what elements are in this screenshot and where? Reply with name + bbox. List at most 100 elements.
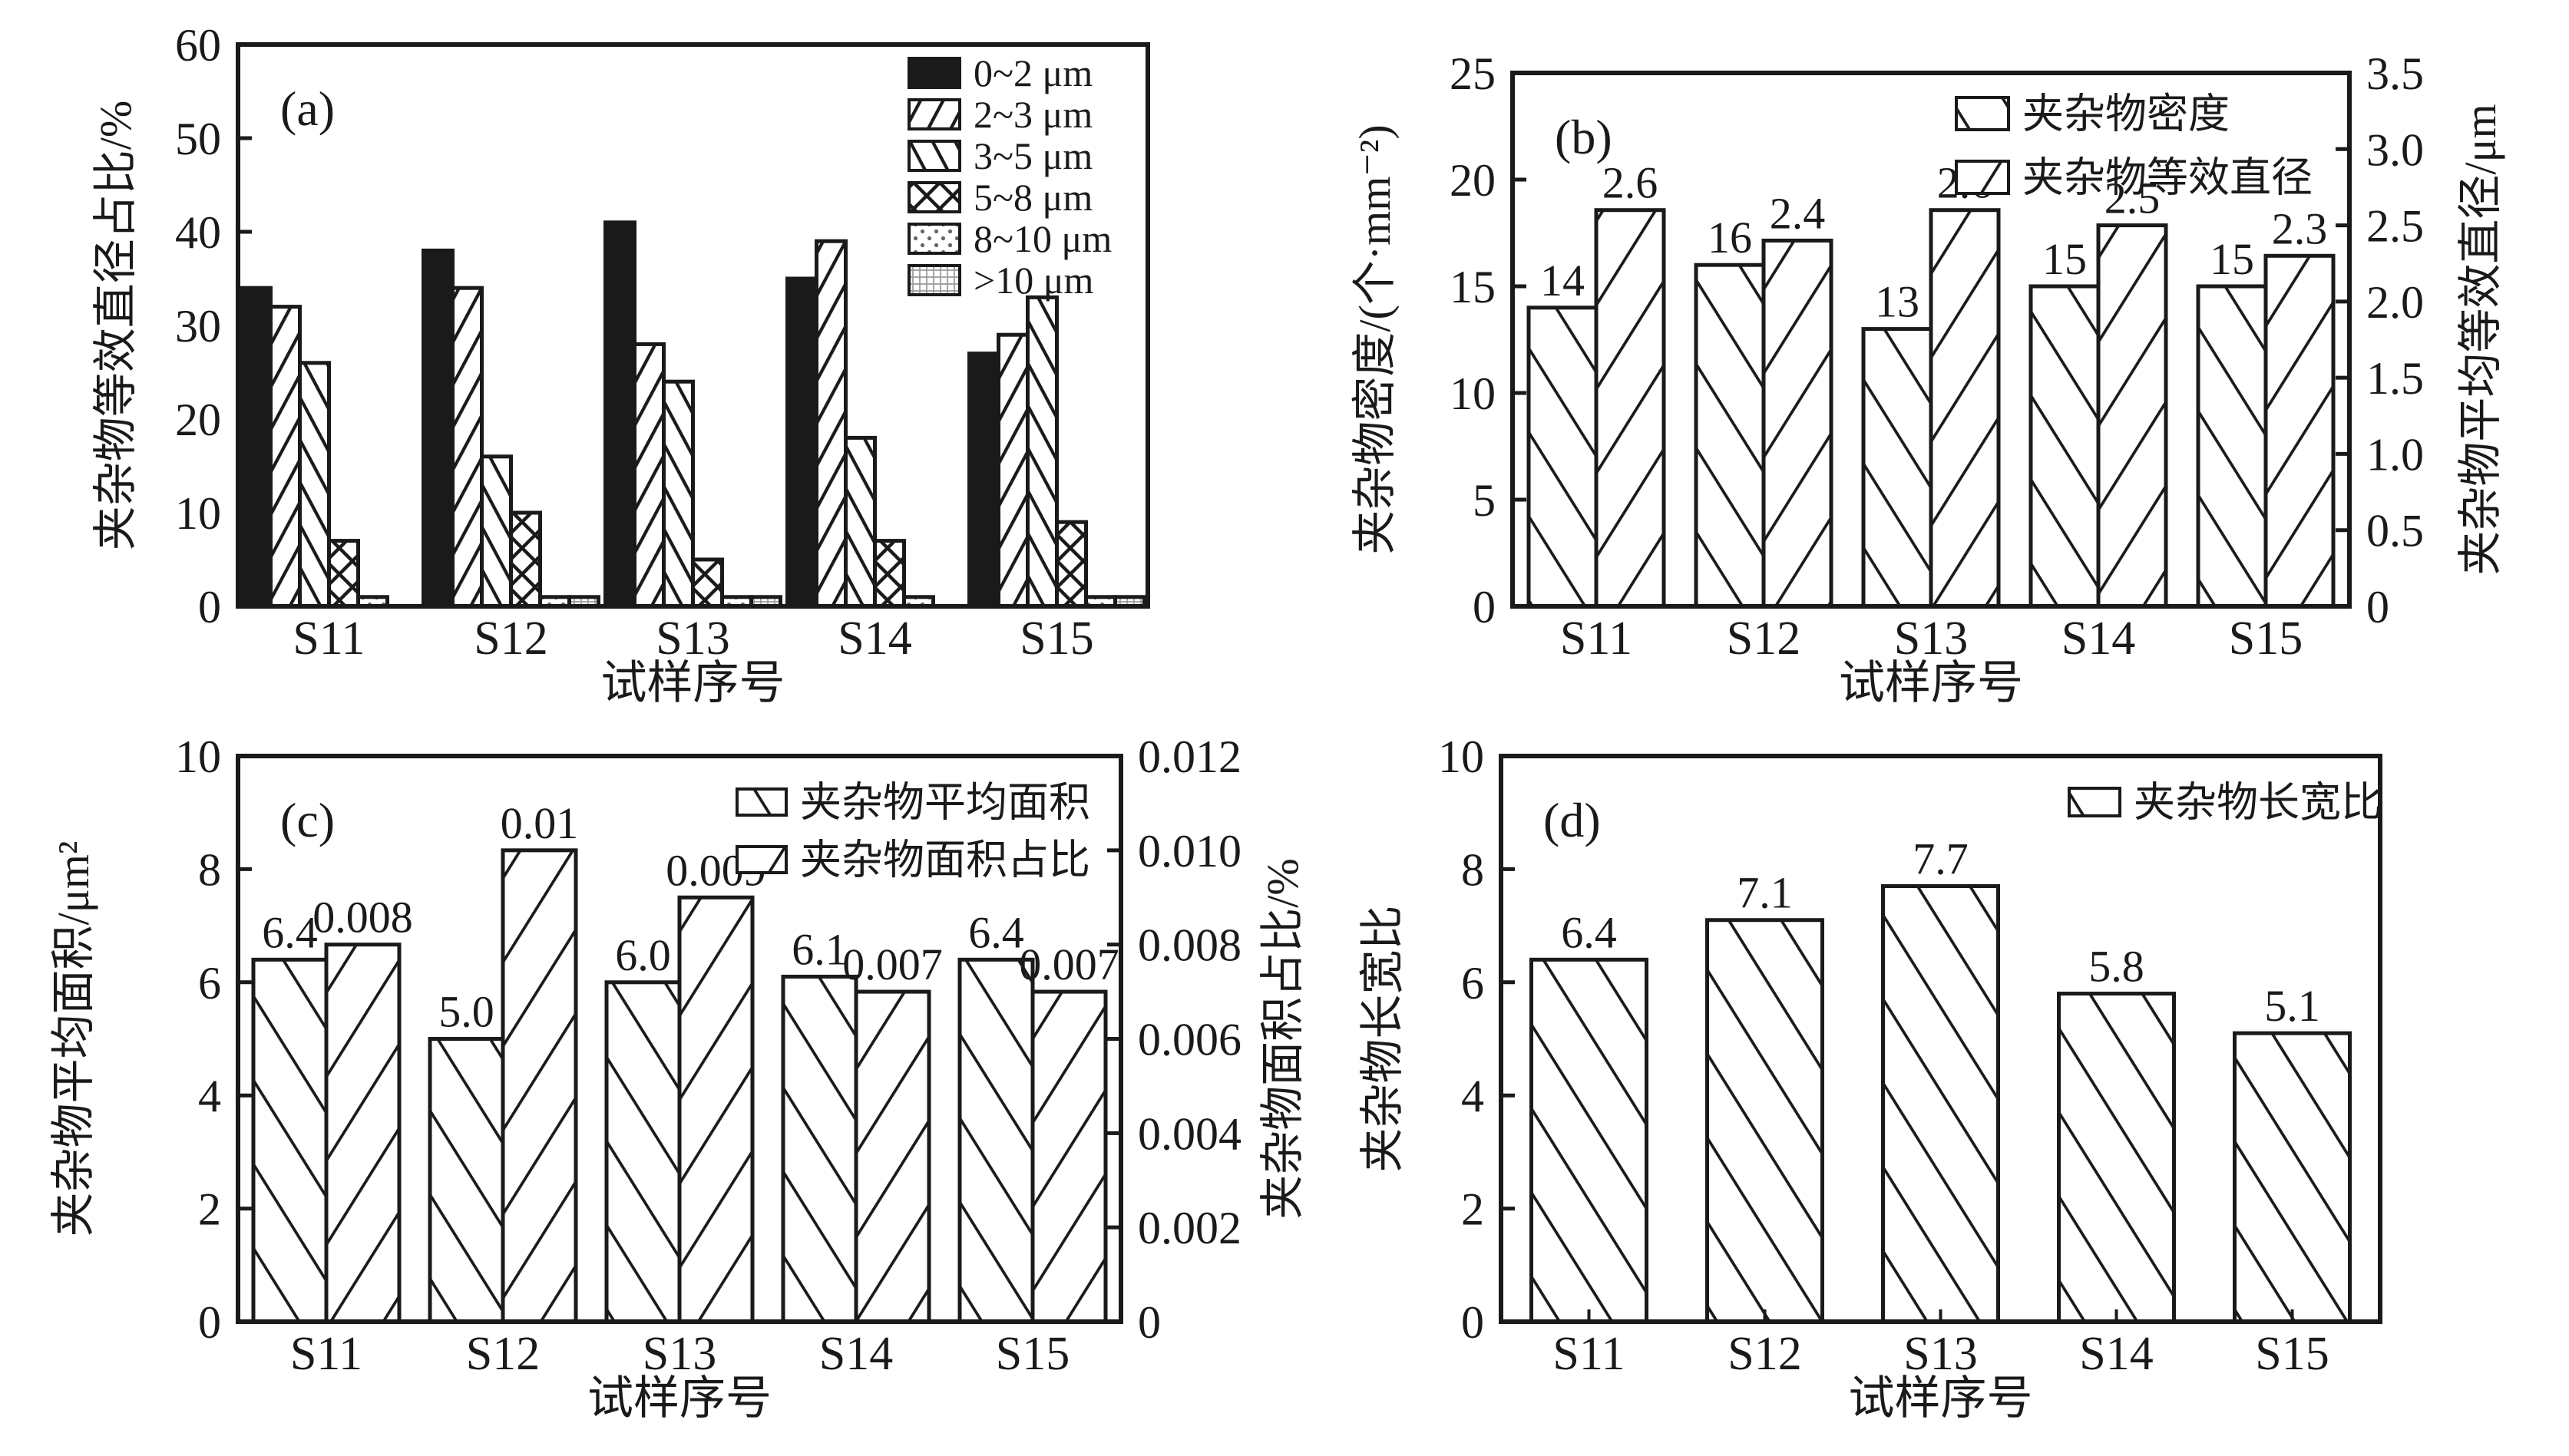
- legend-swatch-b-0: [1955, 96, 2010, 131]
- x-category-label: S13: [656, 612, 729, 665]
- y2-tick-label: 3.5: [2366, 48, 2424, 99]
- bar-a-S14-s1: [815, 239, 848, 609]
- legend-label-b-1: 夹杂物等效直径: [2022, 154, 2313, 200]
- bar-value-label-d-S12-s0: 7.1: [1737, 868, 1793, 918]
- bar-c-S12-s1: [501, 848, 578, 1324]
- x-category-label: S11: [290, 1328, 362, 1380]
- bar-a-S14-s0: [785, 276, 818, 609]
- bar-b-S11-s1: [1594, 208, 1666, 609]
- legend-swatch-a-2: [908, 140, 961, 172]
- x-category-label: S14: [819, 1328, 893, 1380]
- bar-c-S14-s0: [781, 974, 858, 1324]
- y2-tick-label: 0.004: [1138, 1108, 1242, 1159]
- y-axis-title-c: 夹杂物平均面积/μm²: [48, 841, 98, 1237]
- bar-value-label-b-S15-s0: 15: [2210, 234, 2254, 284]
- x-category-label: S12: [466, 1328, 540, 1380]
- legend-label-a-4: 8~10 μm: [974, 217, 1112, 260]
- legend-d: 夹杂物长宽比: [2068, 779, 2382, 825]
- panel-label-c: (c): [280, 793, 335, 847]
- bar-a-S12-s3: [509, 510, 542, 609]
- bar-value-label-d-S14-s0: 5.8: [2088, 942, 2144, 992]
- y2-axis-title-b: 夹杂物平均等效直径/μm: [2455, 104, 2505, 575]
- legend-label-a-1: 2~3 μm: [974, 93, 1093, 136]
- bar-b-S12-s0: [1694, 262, 1766, 609]
- x-category-label: S13: [1894, 612, 1968, 665]
- y-axis-title-b: 夹杂物密度/(个·mm⁻²): [1350, 124, 1400, 554]
- bar-b-S12-s1: [1761, 238, 1833, 609]
- panel-label-b: (b): [1555, 110, 1612, 164]
- x-category-label: S13: [1903, 1328, 1977, 1380]
- bar-value-label-d-S11-s0: 6.4: [1561, 907, 1617, 957]
- y2-tick-label: 0.5: [2366, 506, 2424, 556]
- legend-label-d-0: 夹杂物长宽比: [2134, 779, 2382, 825]
- y2-tick-label: 2.0: [2366, 277, 2424, 328]
- legend-label-b-0: 夹杂物密度: [2022, 91, 2230, 137]
- bar-value-label-c-S12-s1: 0.01: [501, 798, 579, 848]
- bar-a-S15-s1: [997, 332, 1030, 609]
- bar-value-label-b-S15-s1: 2.3: [2272, 203, 2328, 253]
- legend-swatch-a-0: [908, 57, 961, 89]
- y-tick-label: 2: [198, 1184, 221, 1235]
- bar-value-label-c-S11-s0: 6.4: [262, 907, 318, 957]
- bar-b-S14-s0: [2028, 284, 2101, 609]
- bar-b-S13-s0: [1861, 327, 1933, 609]
- bar-value-label-c-S14-s1: 0.007: [842, 939, 943, 989]
- x-axis-title-c: 试样序号: [587, 1373, 772, 1424]
- chart-c: 6.40.0085.00.016.00.0096.10.0076.40.0070…: [48, 731, 1308, 1424]
- y-tick-label: 15: [1450, 262, 1496, 312]
- x-category-label: S14: [2061, 612, 2135, 665]
- y-tick-label: 0: [198, 582, 221, 632]
- y-tick-label: 8: [1461, 844, 1484, 895]
- legend-swatch-c-0: [736, 787, 788, 817]
- bar-a-S15-s0: [967, 352, 1000, 609]
- y2-tick-label: 3.0: [2366, 124, 2424, 175]
- bar-value-label-c-S13-s0: 6.0: [615, 930, 671, 980]
- y2-tick-label: 0.006: [1138, 1015, 1242, 1065]
- y-tick-label: 2: [1461, 1184, 1484, 1235]
- bar-c-S13-s1: [677, 895, 755, 1324]
- y2-tick-label: 0: [1138, 1297, 1161, 1348]
- legend-swatch-b-1: [1955, 160, 2010, 195]
- y-tick-label: 10: [1450, 368, 1496, 419]
- bar-a-S13-s1: [633, 342, 666, 609]
- legend-swatch-d-0: [2068, 787, 2121, 817]
- x-category-label: S12: [1727, 612, 1800, 665]
- x-axis-title-d: 试样序号: [1849, 1373, 2033, 1424]
- bar-value-label-b-S14-s0: 15: [2042, 234, 2087, 284]
- legend-label-a-3: 5~8 μm: [974, 176, 1093, 219]
- x-category-label: S11: [1552, 1328, 1625, 1380]
- legend-swatch-a-1: [908, 98, 961, 130]
- bar-b-S13-s1: [1929, 208, 2001, 609]
- bar-b-S11-s0: [1526, 305, 1599, 609]
- legend-label-c-0: 夹杂物平均面积: [800, 779, 1090, 825]
- y-tick-label: 10: [175, 488, 221, 539]
- y-tick-label: 8: [198, 844, 221, 895]
- chart-d: 6.4 7.1 7.7 5.8 5.1 0 2 4 6 8 10 S11 S12 S13 S14 S15 夹杂物…: [1357, 731, 2382, 1424]
- bar-d-S11-s0: [1529, 957, 1648, 1324]
- bar-value-label-c-S14-s0: 6.1: [792, 924, 848, 974]
- bar-d-S12-s0: [1705, 918, 1824, 1324]
- x-category-label: S12: [474, 612, 547, 665]
- legend-swatch-a-4: [908, 223, 961, 255]
- x-category-label: S15: [996, 1328, 1070, 1380]
- bar-a-S11-s2: [298, 361, 331, 609]
- y-tick-label: 6: [198, 958, 221, 1009]
- y2-tick-label: 0.012: [1138, 731, 1242, 782]
- x-axis-title-b: 试样序号: [1839, 658, 2023, 708]
- bar-b-S14-s1: [2096, 223, 2168, 609]
- y-tick-label: 50: [175, 114, 221, 164]
- bar-value-label-c-S11-s1: 0.008: [312, 893, 413, 943]
- bar-value-label-b-S14-s1: 2.5: [2104, 173, 2161, 223]
- bar-c-S13-s0: [604, 980, 682, 1324]
- bar-a-S12-s0: [422, 248, 455, 609]
- y-tick-label: 4: [1461, 1071, 1484, 1121]
- x-category-label: S14: [2079, 1328, 2153, 1380]
- bar-c-S14-s1: [854, 989, 931, 1324]
- y2-tick-label: 0.008: [1138, 920, 1242, 971]
- bar-c-S15-s1: [1030, 989, 1108, 1324]
- bar-value-label-d-S15-s0: 5.1: [2264, 981, 2320, 1031]
- bar-b-S15-s0: [2196, 284, 2268, 609]
